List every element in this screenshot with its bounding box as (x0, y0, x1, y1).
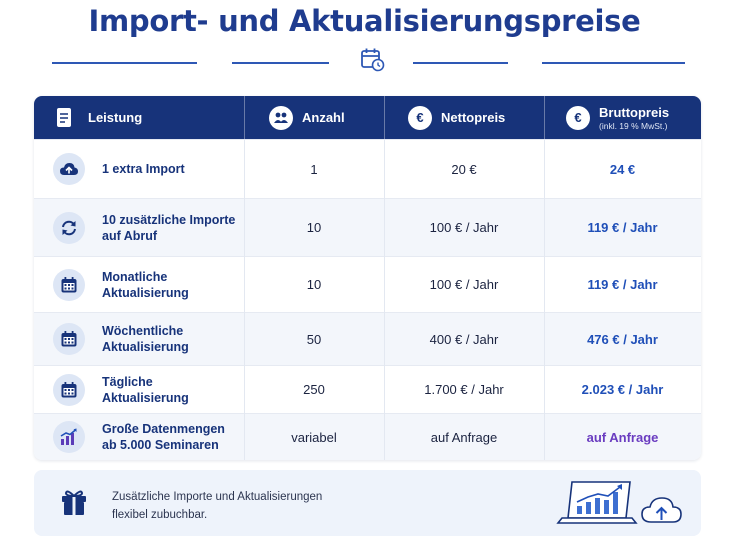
users-icon (269, 105, 293, 130)
calendar-icon (53, 323, 85, 355)
row-label: 1 extra Import (102, 162, 185, 176)
table-row: Wöchentliche Aktualisierung 50 400 € / J… (34, 312, 701, 365)
header-gross: € Bruttopreis (inkl. 19 % MwSt.) (566, 96, 701, 139)
cloud-upload-icon (53, 153, 85, 185)
laptop-cloud-illustration (556, 481, 682, 524)
row-quantity: 10 (306, 220, 322, 235)
row-label: Wöchentliche Aktualisierung (102, 324, 189, 354)
calendar-icon (53, 374, 85, 406)
header-divider (244, 96, 245, 139)
note-text: Zusätzliche Importe und Aktualisierungen… (112, 488, 322, 524)
gift-icon (62, 490, 86, 515)
row-net-price: 100 € / Jahr (429, 220, 499, 235)
header-service: Leistung (54, 96, 244, 139)
header-divider (544, 96, 545, 139)
title-divider (542, 62, 685, 64)
refresh-icon (53, 212, 85, 244)
title-divider (413, 62, 508, 64)
row-gross-price: 476 € / Jahr (587, 331, 658, 347)
column-divider (384, 139, 385, 460)
column-divider (544, 139, 545, 460)
euro-icon: € (566, 105, 590, 130)
header-quantity-label: Anzahl (302, 110, 345, 125)
row-quantity: 10 (306, 277, 322, 292)
row-quantity: 50 (306, 331, 322, 347)
pricing-table: Leistung Anzahl € Nettopreis € Bruttopre (34, 96, 701, 460)
document-icon (57, 107, 71, 127)
header-divider (384, 96, 385, 139)
row-quantity: variabel (291, 429, 337, 445)
row-gross-price: 119 € / Jahr (587, 220, 658, 235)
row-gross-price: 2.023 € / Jahr (581, 382, 664, 397)
table-row: Monatliche Aktualisierung 10 100 € / Jah… (34, 256, 701, 312)
row-net-price: 1.700 € / Jahr (424, 382, 504, 397)
table-row: Große Datenmengen ab 5.000 Seminaren var… (34, 413, 701, 460)
header-service-label: Leistung (88, 110, 143, 125)
title-divider (232, 62, 329, 64)
euro-icon: € (408, 105, 432, 130)
row-label: Tägliche Aktualisierung (102, 375, 189, 405)
row-gross-price: auf Anfrage (586, 429, 659, 445)
info-note: Zusätzliche Importe und Aktualisierungen… (34, 470, 701, 536)
header-quantity: Anzahl (269, 96, 384, 139)
row-label: 10 zusätzliche Importe auf Abruf (102, 213, 236, 243)
column-divider (244, 139, 245, 460)
note-line: flexibel zubuchbar. (112, 509, 208, 521)
table-row: Tägliche Aktualisierung 250 1.700 € / Ja… (34, 365, 701, 413)
row-net-price: 400 € / Jahr (429, 331, 499, 347)
row-quantity: 250 (303, 382, 325, 397)
row-net-price: auf Anfrage (430, 429, 498, 445)
row-label: Monatliche Aktualisierung (102, 270, 189, 300)
header-gross-subtitle: (inkl. 19 % MwSt.) (599, 120, 668, 131)
page-title: Import- und Aktualisierungspreise (88, 4, 641, 38)
row-label: Große Datenmengen ab 5.000 Seminaren (102, 422, 225, 452)
table-row: 1 extra Import 1 20 € 24 € (34, 139, 701, 198)
row-gross-price: 24 € (609, 161, 636, 177)
calendar-clock-icon (361, 48, 385, 72)
header-net-label: Nettopreis (441, 110, 506, 125)
title-divider (52, 62, 197, 64)
calendar-icon (53, 269, 85, 301)
header-net: € Nettopreis (408, 96, 543, 139)
row-net-price: 20 € (451, 161, 477, 177)
row-quantity: 1 (310, 161, 318, 177)
table-header: Leistung Anzahl € Nettopreis € Bruttopre (34, 96, 701, 139)
note-line: Zusätzliche Importe und Aktualisierungen (112, 491, 323, 503)
row-net-price: 100 € / Jahr (429, 277, 499, 292)
bar-chart-icon (53, 421, 85, 453)
row-gross-price: 119 € / Jahr (587, 277, 658, 292)
header-gross-label: Bruttopreis (599, 104, 670, 120)
table-row: 10 zusätzliche Importe auf Abruf 10 100 … (34, 198, 701, 256)
